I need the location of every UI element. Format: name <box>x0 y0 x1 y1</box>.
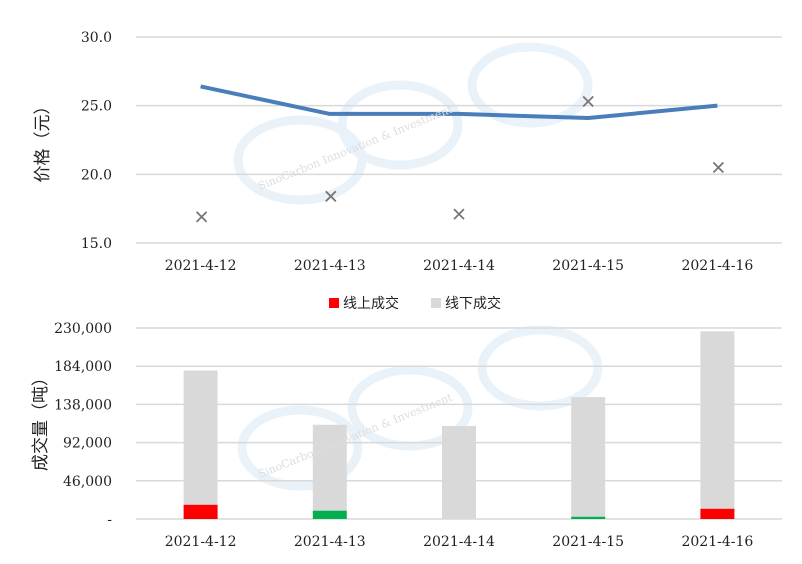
x-tick-label: 2021-4-13 <box>294 534 366 550</box>
legend-swatch-online <box>329 298 339 308</box>
bar-online <box>571 516 606 519</box>
x-marker <box>195 211 208 223</box>
y-tick-label: 15.0 <box>81 236 112 252</box>
bar-offline <box>571 397 606 517</box>
x-tick-label: 2021-4-15 <box>552 534 624 550</box>
x-tick-label: 2021-4-14 <box>423 258 495 274</box>
y-tick-label: 138,000 <box>54 397 112 413</box>
bar-offline <box>183 370 218 505</box>
x-tick-label: 2021-4-13 <box>294 258 366 274</box>
x-tick-label: 2021-4-16 <box>681 534 753 550</box>
y-tick-label: 20.0 <box>81 167 112 183</box>
legend-label-online: 线上成交 <box>343 295 399 312</box>
x-tick-label: 2021-4-16 <box>681 258 753 274</box>
x-tick-label: 2021-4-14 <box>423 534 495 550</box>
bar-offline <box>442 425 476 519</box>
bar-online <box>183 504 218 519</box>
bar-online <box>312 510 347 519</box>
y-tick-label: 92,000 <box>63 436 112 452</box>
x-tick-label: 2021-4-12 <box>165 534 237 550</box>
y-tick-label: 230,000 <box>54 321 112 337</box>
bar-online <box>700 508 735 519</box>
price-line <box>200 84 718 121</box>
y-axis-label: 成交量（吨） <box>31 369 51 471</box>
y-tick-label: 46,000 <box>63 474 112 490</box>
x-marker <box>712 161 725 174</box>
x-tick-label: 2021-4-15 <box>552 258 624 274</box>
y-tick-label: - <box>107 512 112 528</box>
bar-offline <box>700 331 735 509</box>
bar-offline <box>312 424 347 511</box>
y-axis-label: 价格（元） <box>33 98 53 183</box>
legend-label-offline: 线下成交 <box>445 295 501 312</box>
y-tick-label: 25.0 <box>81 99 112 115</box>
x-marker <box>453 208 465 220</box>
watermark <box>233 42 603 491</box>
x-marker <box>325 190 337 202</box>
x-tick-label: 2021-4-12 <box>165 258 237 274</box>
y-tick-label: 184,000 <box>54 359 112 375</box>
legend-swatch-offline <box>431 298 441 308</box>
y-tick-label: 30.0 <box>81 30 112 46</box>
x-marker <box>582 95 594 108</box>
